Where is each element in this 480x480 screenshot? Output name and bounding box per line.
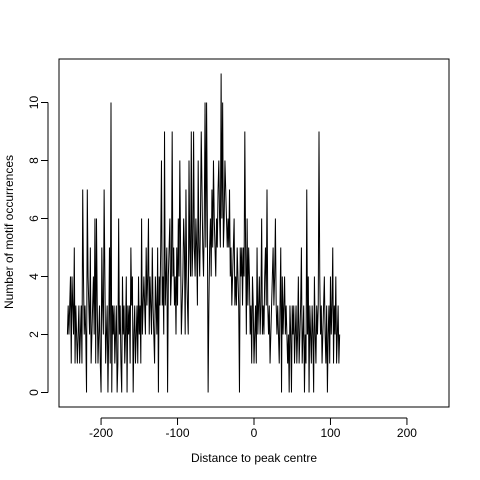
x-tick-label: 0 [251, 426, 258, 440]
x-tick-label: -100 [166, 426, 190, 440]
y-tick-label: 10 [27, 96, 41, 110]
plot-frame [58, 58, 450, 408]
y-tick-label: 0 [27, 389, 41, 396]
y-tick-label: 4 [27, 273, 41, 280]
axes: -200 -100 0 100 200 0 2 4 6 8 10 [27, 58, 450, 440]
plot-area [66, 73, 341, 393]
series-line-0 [66, 73, 341, 393]
y-tick-label: 6 [27, 215, 41, 222]
x-tick-label: 200 [397, 426, 417, 440]
x-tick-label: 100 [320, 426, 340, 440]
y-tick-label: 8 [27, 157, 41, 164]
x-axis-label: Distance to peak centre [191, 451, 317, 465]
y-axis-label: Number of motif occurrences [2, 155, 16, 309]
x-tick-label: -200 [89, 426, 113, 440]
y-tick-label: 2 [27, 331, 41, 338]
